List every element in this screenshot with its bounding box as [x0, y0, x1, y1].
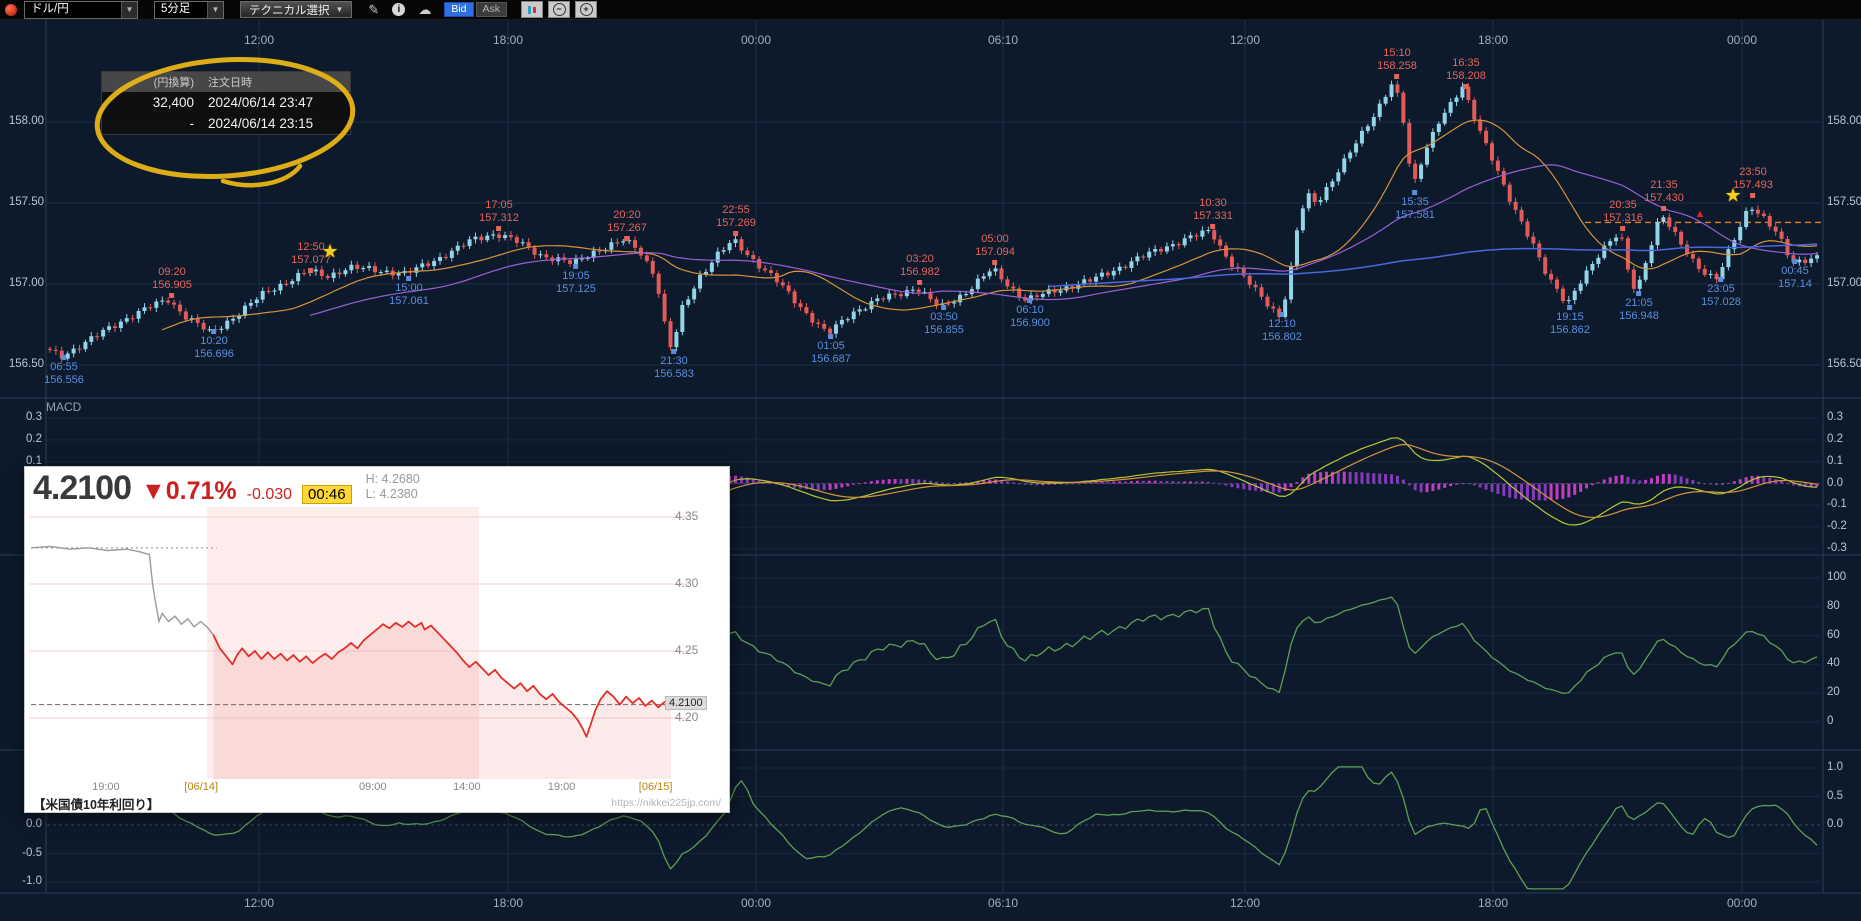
- technical-select-label: テクニカル選択: [249, 4, 330, 17]
- inset-y-axis-label: 4.35: [675, 509, 699, 523]
- chart-type-candle-button[interactable]: [521, 1, 544, 18]
- ask-button[interactable]: Ask: [475, 2, 508, 17]
- inset-source-url: https://nikkei225jp.com/: [611, 797, 721, 809]
- inset-change-percent: ▼0.71%: [141, 477, 237, 505]
- order-yen-value: 32,400: [152, 95, 194, 110]
- order-datetime-value: 2024/06/14 23:15: [208, 116, 314, 131]
- inset-low: L: 4.2380: [365, 487, 418, 501]
- zoom-out-icon: −: [552, 3, 566, 16]
- pair-selector-value: ドル/円: [31, 2, 69, 15]
- chevron-down-icon: ▼: [335, 5, 344, 14]
- app-icon: [5, 3, 17, 16]
- inset-high: H: 4.2680: [365, 472, 420, 486]
- bid-button[interactable]: Bid: [444, 2, 474, 17]
- zoom-out-button[interactable]: −: [548, 1, 571, 18]
- inset-x-axis-label: 19:00: [547, 781, 576, 793]
- inset-y-axis-label: 4.25: [675, 643, 699, 657]
- treasury-yield-inset: 4.2100 ▼0.71% -0.030 00:46 H: 4.2680 L: …: [24, 466, 730, 813]
- order-tooltip-row: 32,400 2024/06/14 23:47: [102, 92, 350, 113]
- inset-high-low: H: 4.2680 L: 4.2380: [366, 472, 420, 502]
- toolbar: ドル/円 ▼ 5分足 ▼ テクニカル選択 ▼ ✎ i ☁ Bid Ask − +: [0, 0, 1861, 20]
- inset-y-axis-label: 4.30: [675, 576, 699, 590]
- pencil-draw-icon[interactable]: ✎: [368, 2, 380, 17]
- inset-price: 4.2100: [33, 469, 132, 507]
- order-datetime-header: 注文日時: [208, 77, 252, 89]
- technical-select-button[interactable]: テクニカル選択 ▼: [240, 1, 353, 18]
- zoom-in-icon: +: [579, 3, 593, 16]
- chevron-down-icon[interactable]: ▼: [121, 1, 137, 18]
- inset-x-axis-label: [06/15]: [638, 781, 673, 793]
- inset-x-axis-label: 14:00: [453, 781, 481, 793]
- inset-header: 4.2100 ▼0.71% -0.030 00:46 H: 4.2680 L: …: [33, 469, 420, 508]
- interval-selector-value: 5分足: [161, 2, 191, 15]
- order-datetime-value: 2024/06/14 23:47: [208, 95, 314, 110]
- inset-time-badge: 00:46: [302, 485, 352, 504]
- order-tooltip-header: (円換算) 注文日時: [102, 72, 350, 92]
- inset-chart-canvas: [29, 507, 689, 779]
- zoom-in-button[interactable]: +: [575, 1, 598, 18]
- order-yen-value: -: [189, 116, 195, 131]
- yen-conversion-header: (円換算): [153, 77, 194, 89]
- inset-x-axis-label: 19:00: [92, 781, 120, 793]
- interval-selector[interactable]: 5分足 ▼: [154, 0, 224, 19]
- order-info-tooltip: (円換算) 注文日時 32,400 2024/06/14 23:47 - 202…: [101, 71, 351, 135]
- inset-x-axis-label: 09:00: [358, 781, 387, 793]
- candlestick-icon: [528, 5, 537, 14]
- inset-y-axis-label: 4.20: [675, 710, 699, 724]
- info-icon[interactable]: i: [392, 3, 406, 16]
- chevron-down-icon[interactable]: ▼: [207, 1, 223, 18]
- order-tooltip-row: - 2024/06/14 23:15: [102, 113, 350, 134]
- inset-change-value: -0.030: [246, 486, 293, 503]
- pair-selector[interactable]: ドル/円 ▼: [24, 0, 138, 19]
- inset-x-axis-label: [06/14]: [184, 781, 219, 793]
- cloud-indicator-icon[interactable]: ☁: [418, 2, 432, 17]
- inset-title: 【米国債10年利回り】: [33, 798, 160, 812]
- inset-current-price-tag: 4.2100: [665, 695, 707, 710]
